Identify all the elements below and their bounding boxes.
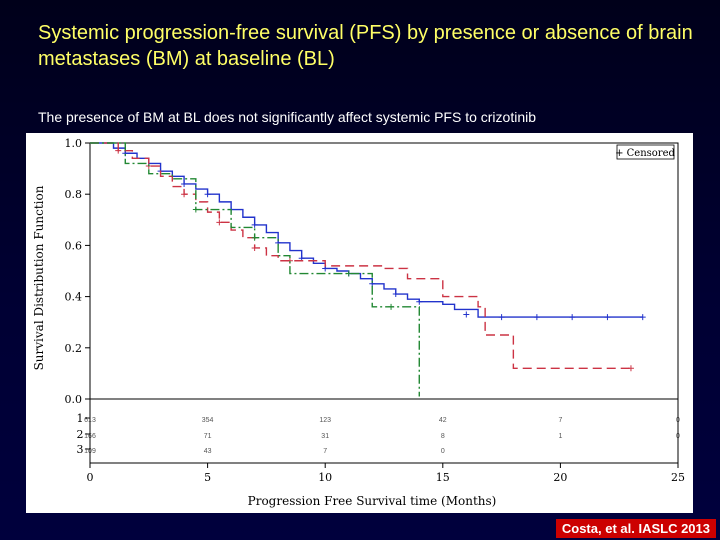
at-risk-count: 0	[441, 448, 445, 455]
y-tick-label: 0.6	[65, 239, 83, 252]
censor-mark-1	[463, 311, 470, 318]
censor-mark-1	[533, 314, 540, 321]
censor-mark-1	[498, 314, 505, 321]
censor-mark-1	[392, 291, 399, 298]
at-risk-row-label: 3	[77, 443, 84, 456]
censor-mark-1	[639, 314, 646, 321]
censor-mark-3	[192, 206, 199, 213]
at-risk-count: 7	[558, 417, 562, 424]
censor-mark-1	[604, 314, 611, 321]
plot-frame	[89, 142, 679, 400]
censor-mark-3	[251, 234, 258, 241]
censor-mark-2	[627, 365, 634, 372]
at-risk-row-label: 1	[77, 412, 84, 425]
at-risk-count: 43	[204, 448, 212, 455]
survival-curve-3	[90, 142, 420, 397]
survival-curve-1	[90, 142, 643, 318]
at-risk-count: 42	[439, 417, 447, 424]
slide-subtitle: The presence of BM at BL does not signif…	[38, 109, 537, 125]
at-risk-count: 123	[319, 417, 331, 424]
x-tick-label: 0	[87, 471, 94, 484]
at-risk-row-label: 2	[77, 428, 84, 441]
x-tick-label: 15	[436, 471, 450, 484]
x-tick-label: 5	[204, 471, 211, 484]
censor-mark-1	[251, 221, 258, 228]
y-tick-label: 1.0	[65, 137, 83, 150]
censor-mark-3	[388, 303, 395, 310]
x-tick-label: 10	[318, 471, 332, 484]
y-axis-label: Survival Distribution Function	[32, 185, 46, 370]
censor-mark-2	[181, 191, 188, 198]
censor-mark-1	[569, 314, 576, 321]
censor-mark-2	[115, 147, 122, 154]
y-tick-label: 0.2	[65, 342, 83, 355]
y-tick-label: 0.0	[65, 393, 83, 406]
censor-mark-1	[416, 298, 423, 305]
chart-canvas: 0.00.20.40.60.81.0 161335412342702166713…	[32, 137, 685, 508]
legend-box	[616, 144, 675, 160]
censor-mark-1	[204, 191, 211, 198]
censor-mark-2	[216, 219, 223, 226]
at-risk-count: 1	[558, 433, 562, 440]
censor-mark-1	[181, 180, 188, 187]
at-risk-count: 7	[323, 448, 327, 455]
x-tick-label: 20	[553, 471, 567, 484]
at-risk-count: 354	[202, 417, 214, 424]
x-tick-label: 25	[671, 471, 685, 484]
censor-mark-2	[251, 244, 258, 251]
slide-title: Systemic progression-free survival (PFS)…	[38, 22, 693, 70]
y-tick-label: 0.8	[65, 188, 83, 201]
at-risk-count: 8	[441, 433, 445, 440]
survival-curve-2	[90, 142, 631, 369]
y-tick-label: 0.4	[65, 291, 83, 304]
legend-censored-label: + Censored	[615, 148, 675, 159]
at-risk-count: 31	[321, 433, 329, 440]
at-risk-count: 71	[204, 433, 212, 440]
x-axis-label: Progression Free Survival time (Months)	[248, 494, 497, 508]
kaplan-meier-chart: 0.00.20.40.60.81.0 161335412342702166713…	[26, 133, 693, 513]
censor-mark-3	[345, 270, 352, 277]
citation-badge: Costa, et al. IASLC 2013	[555, 519, 716, 538]
